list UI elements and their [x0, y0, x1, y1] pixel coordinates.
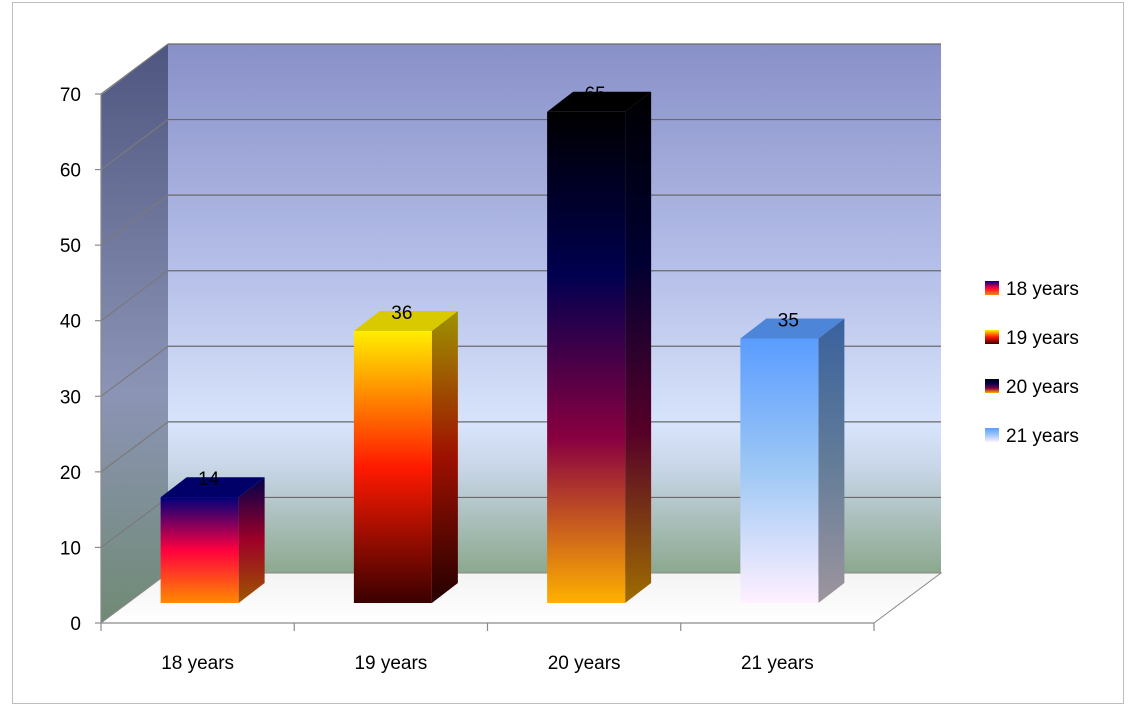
bar-side [625, 91, 652, 604]
data-label: 36 [391, 303, 412, 324]
bars [160, 91, 845, 604]
data-label: 14 [198, 469, 220, 490]
data-label: 65 [585, 84, 606, 105]
bar-side [238, 477, 265, 603]
gridline-side [100, 496, 169, 548]
bar-top [740, 318, 845, 339]
gridline-side [100, 421, 169, 473]
side-wall [101, 44, 168, 623]
y-tick-label: 30 [60, 387, 81, 408]
gridline-side [100, 194, 169, 246]
data-label: 35 [778, 311, 799, 332]
x-tick-label: 19 years [354, 653, 427, 674]
bar [740, 338, 819, 603]
x-tick-label: 21 years [741, 653, 814, 674]
bar [353, 330, 432, 603]
legend-label: 18 years [1006, 279, 1079, 300]
y-tick-label: 70 [60, 85, 81, 106]
gridline-side [100, 119, 169, 171]
x-tick-label: 20 years [548, 653, 621, 674]
y-tick-label: 50 [60, 236, 81, 257]
y-tick-label: 10 [60, 538, 81, 559]
y-axis: 0 10 20 30 40 50 60 70 [60, 85, 102, 635]
legend: 18 years 19 years 20 years 21 years [985, 279, 1079, 447]
data-labels: 14 36 65 35 [198, 84, 799, 490]
bar [547, 111, 626, 604]
legend-swatch [985, 379, 999, 393]
x-tick-label: 18 years [161, 653, 234, 674]
legend-swatch [985, 330, 999, 344]
bar-side [431, 310, 458, 603]
gridline-side [100, 345, 169, 397]
bar-chart: 0 10 20 30 40 50 60 70 18 years 19 years 20 years… [60, 43, 1079, 674]
legend-label: 20 years [1006, 377, 1079, 398]
legend-label: 19 years [1006, 328, 1079, 349]
gridline-side [100, 43, 169, 95]
y-tick-label: 0 [70, 614, 81, 635]
bar-top [160, 477, 265, 498]
y-tick-label: 60 [60, 161, 81, 182]
x-axis: 18 years 19 years 20 years 21 years [100, 622, 875, 674]
y-tick-label: 40 [60, 312, 81, 333]
bar-top [353, 310, 458, 331]
legend-swatch [985, 281, 999, 295]
legend-swatch [985, 428, 999, 442]
bar-top [547, 91, 652, 112]
y-tick-label: 20 [60, 463, 81, 484]
chart-frame: 0 10 20 30 40 50 60 70 18 years 19 years 20 years… [12, 2, 1124, 704]
gridline-side [100, 270, 169, 322]
bar [160, 497, 239, 603]
legend-label: 21 years [1006, 426, 1079, 447]
bar-side [818, 318, 845, 603]
